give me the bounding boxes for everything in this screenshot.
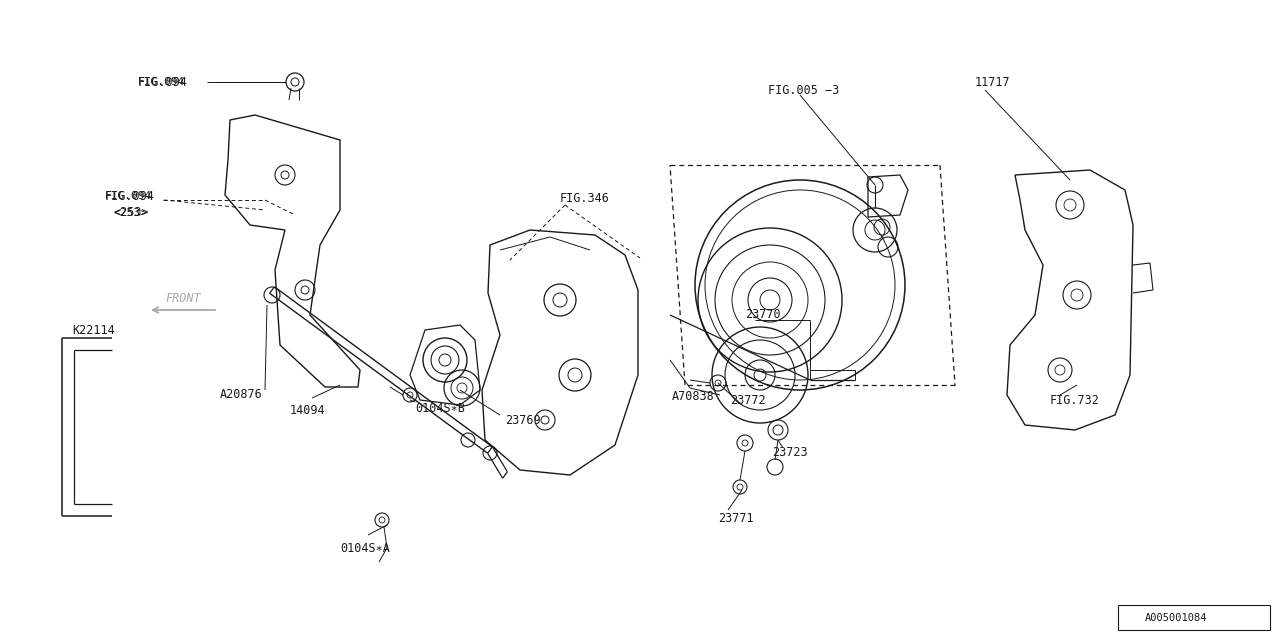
Text: FIG.346: FIG.346 [561,191,609,205]
Text: FIG.094: FIG.094 [138,76,188,88]
Text: FIG.732: FIG.732 [1050,394,1100,406]
Text: A20876: A20876 [220,388,262,401]
Text: <253>: <253> [113,208,147,218]
Text: 0104S∗A: 0104S∗A [340,541,390,554]
Text: FIG.094: FIG.094 [105,191,152,201]
Text: FRONT: FRONT [165,291,201,305]
Text: 23723: 23723 [772,447,808,460]
Text: FIG.094: FIG.094 [138,77,186,87]
Text: 23772: 23772 [730,394,765,406]
Text: 23770: 23770 [745,308,781,321]
Text: 23769: 23769 [506,413,540,426]
Text: K22114: K22114 [72,323,115,337]
Text: <253>: <253> [113,207,148,220]
Text: FIG.094: FIG.094 [105,189,155,202]
Text: A70838: A70838 [672,390,714,403]
Text: A005001084: A005001084 [1146,613,1207,623]
Text: 0104S∗B: 0104S∗B [415,401,465,415]
Text: 14094: 14094 [291,403,325,417]
Text: 23771: 23771 [718,511,754,525]
Text: 11717: 11717 [975,77,1011,90]
Text: FIG.005 −3: FIG.005 −3 [768,83,840,97]
